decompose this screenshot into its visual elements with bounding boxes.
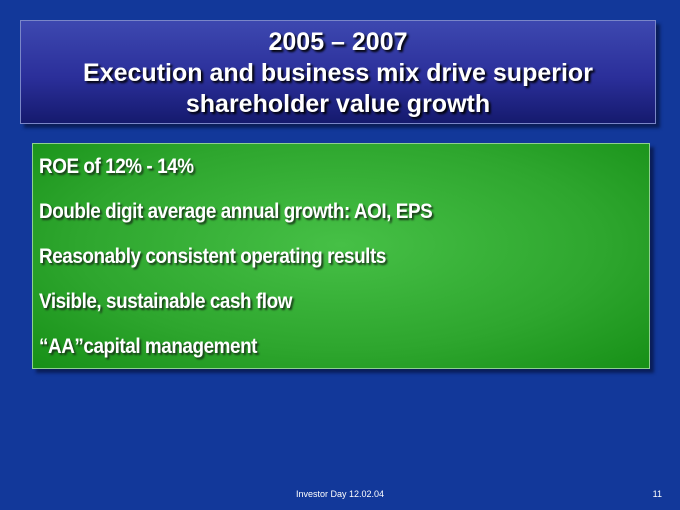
footer: Investor Day 12.02.04 [295,489,385,499]
bullet: “AA”capital management [39,335,258,358]
title-line: Execution and business mix drive superio… [83,59,593,87]
bullet: ROE of 12% - 14% [39,155,194,178]
bullet-box: ROE of 12% - 14% Double digit average ann… [32,143,650,369]
title-line: shareholder value growth [185,90,491,118]
title-line: 2005 – 2007 [268,28,408,56]
title-box: 2005 – 2007 Execution and business mix dr… [20,20,656,124]
bullet: Visible, sustainable cash flow [39,290,292,313]
bullet: Reasonably consistent operating results [39,245,386,268]
bullet: Double digit average annual growth: AOI,… [39,200,433,223]
page-number: 11 [652,489,662,499]
